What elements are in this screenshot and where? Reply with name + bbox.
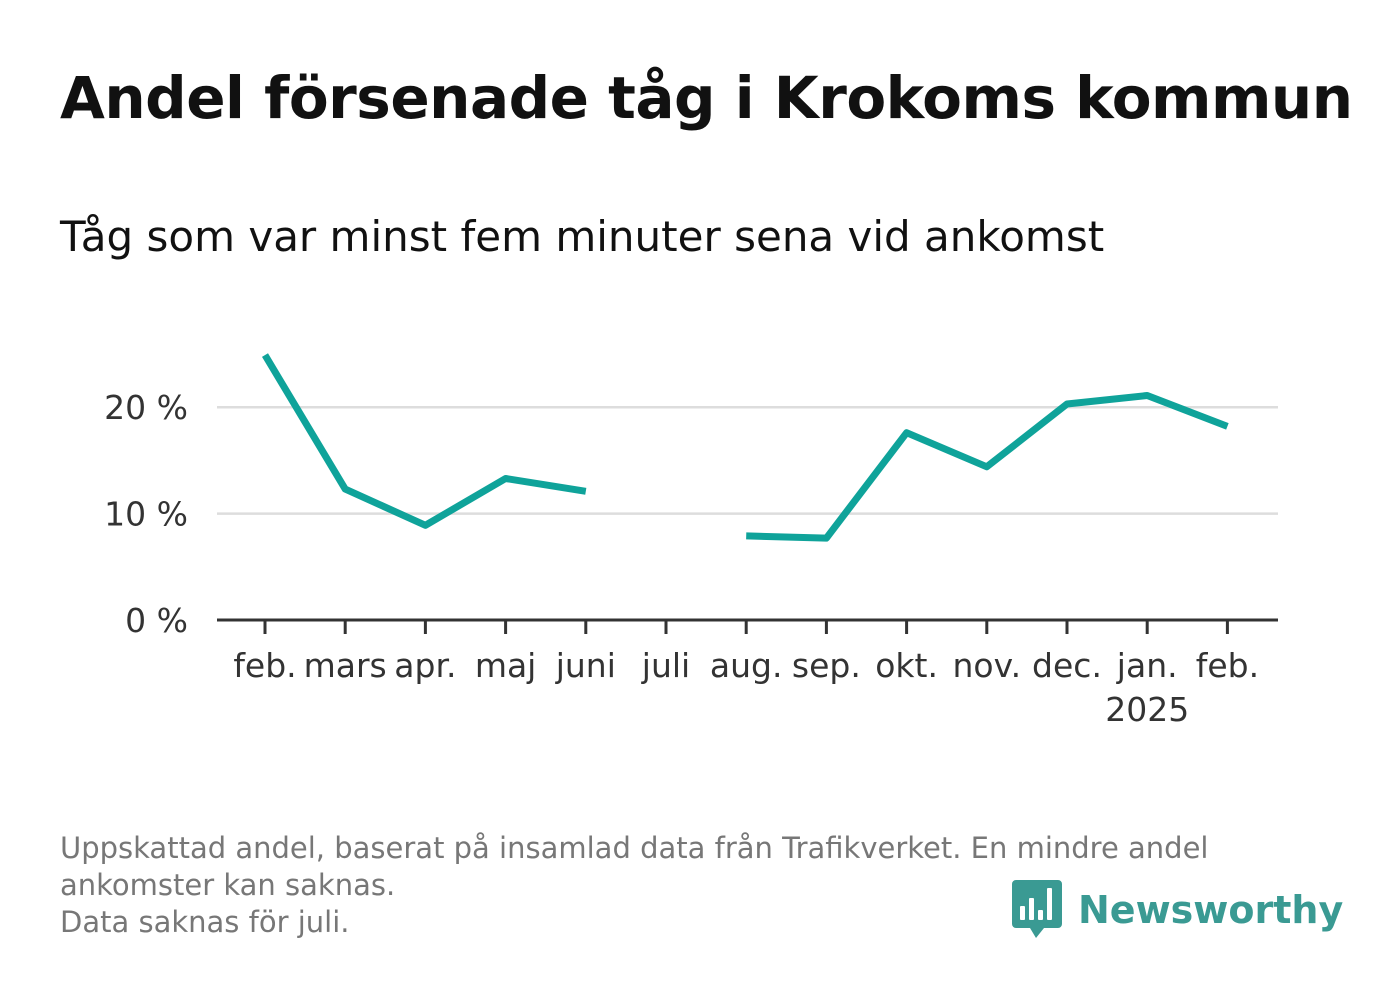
- chart-title: Andel försenade tåg i Krokoms kommun: [60, 64, 1353, 132]
- x-tick-label-10: dec.: [1032, 646, 1102, 685]
- y-tick-label-1: 10 %: [104, 495, 188, 534]
- x-tick-label-5: juli: [641, 646, 690, 685]
- x-tick-label-7: sep.: [792, 646, 861, 685]
- x-tick-label-9: nov.: [953, 646, 1022, 685]
- x-tick-label-3: maj: [475, 646, 537, 685]
- bar-chart-speech-bubble-icon: [1012, 880, 1062, 938]
- x-tick-label-8: okt.: [875, 646, 938, 685]
- x-year-label-0: 2025: [1105, 690, 1189, 729]
- series-0-segment-0: [261, 353, 587, 529]
- footnote: Uppskattad andel, baserat på insamlad da…: [60, 830, 1320, 941]
- series-0-segment-1: [746, 392, 1229, 542]
- brand-logo: Newsworthy: [1012, 878, 1343, 942]
- footnote-line-2: ankomster kan saknas.: [60, 868, 396, 902]
- x-tick-label-2: apr.: [394, 646, 456, 685]
- x-tick-label-0: feb.: [233, 646, 296, 685]
- chart-subtitle: Tåg som var minst fem minuter sena vid a…: [60, 212, 1105, 261]
- footnote-line-3: Data saknas för juli.: [60, 905, 350, 939]
- x-tick-label-6: aug.: [710, 646, 783, 685]
- y-axis-ticks: 0 % 10 % 20 %: [104, 388, 188, 640]
- y-tick-label-0: 0 %: [125, 601, 188, 640]
- footnote-line-1: Uppskattad andel, baserat på insamlad da…: [60, 831, 1209, 865]
- brand-name: Newsworthy: [1078, 888, 1344, 932]
- x-tick-label-11: jan.: [1116, 646, 1178, 685]
- x-tick-label-4: juni: [555, 646, 616, 685]
- x-tick-label-12: feb.: [1196, 646, 1259, 685]
- gridlines: [217, 405, 1278, 515]
- y-tick-label-2: 20 %: [104, 388, 188, 427]
- x-axis-ticks: feb. mars apr. maj juni juli aug. sep. okt. nov. d…: [233, 620, 1259, 729]
- x-tick-label-1: mars: [304, 646, 387, 685]
- series-lines: [261, 353, 1229, 542]
